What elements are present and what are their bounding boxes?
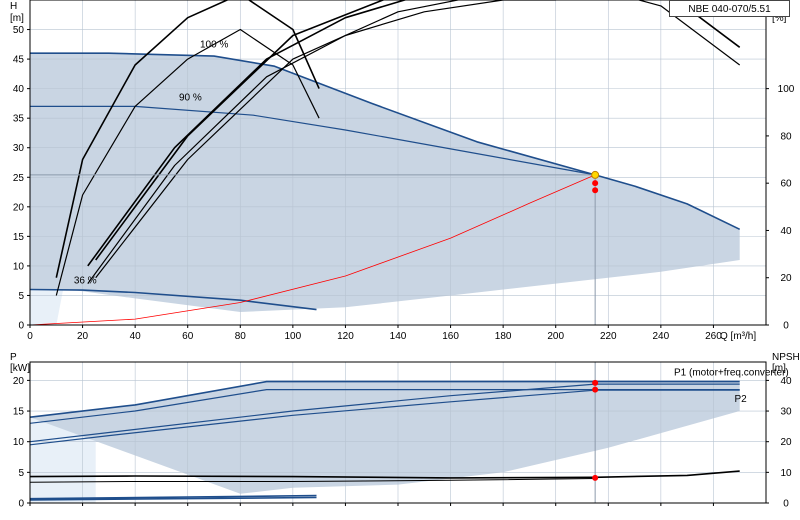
x-tick-label: 260 (705, 331, 722, 342)
y-tick-label: 50 (13, 25, 25, 36)
series-line-eta-90 (87, 0, 408, 267)
y2-tick-label: 80 (780, 131, 792, 142)
y2-tick-label: 100 (778, 84, 795, 95)
y-tick-label: 25 (13, 173, 25, 184)
x-tick-label: 180 (495, 331, 512, 342)
y-tick-label: 15 (13, 407, 25, 418)
x-tick-label: 60 (182, 331, 194, 342)
y-tick-label: 0 (18, 321, 24, 332)
series-line-head-90 (30, 105, 596, 176)
y-tick-label: 0 (18, 499, 24, 510)
x-tick-label: 40 (130, 331, 142, 342)
series-line-NPSH (29, 470, 740, 479)
y2-tick-label: 60 (780, 179, 792, 190)
y2-axis-label: NPSH (772, 352, 800, 363)
y-tick-label: 10 (13, 261, 25, 272)
operating-region (30, 381, 740, 494)
y-tick-label: 5 (18, 468, 24, 479)
series-line-P-36 (29, 494, 317, 500)
x-tick-label: 0 (27, 331, 33, 342)
x-tick-label: 220 (600, 331, 617, 342)
y2-tick-label: 40 (780, 226, 792, 237)
x-tick-label: 100 (285, 331, 302, 342)
power-marker (592, 386, 599, 393)
y-axis-label: H (10, 1, 17, 12)
y2-tick-label: 0 (783, 499, 789, 510)
efficiency-marker (592, 180, 599, 187)
y-tick-label: 5 (18, 291, 24, 302)
y-tick-label: 15 (13, 232, 25, 243)
series-line-P1-100 (29, 380, 740, 418)
y-tick-label: 10 (13, 437, 25, 448)
x-tick-label: 240 (653, 331, 670, 342)
x-tick-label: 20 (77, 331, 89, 342)
efficiency-marker (592, 187, 599, 194)
x-tick-label: 140 (390, 331, 407, 342)
y2-tick-label: 10 (780, 468, 792, 479)
y2-axis-unit: [%] (772, 13, 787, 24)
y-axis-unit: [kW] (10, 363, 30, 374)
curve-annotation: 90 % (179, 92, 202, 103)
curve-annotation: 36 % (74, 276, 97, 287)
series-line-head-100 (30, 52, 741, 231)
series-label: P1 (motor+freq.converter) (674, 367, 789, 378)
y2-tick-label: 20 (780, 273, 792, 284)
series-line-NPSH-b (29, 478, 596, 483)
y2-tick-label: 20 (780, 437, 792, 448)
x-axis-label: Q [m³/h] (720, 331, 756, 342)
y2-tick-label: 40 (780, 376, 792, 387)
x-tick-label: 80 (235, 331, 247, 342)
series-line-P2-90 (29, 389, 740, 446)
y2-tick-label: 0 (783, 321, 789, 332)
series-line-eta-90b (87, 0, 556, 284)
x-tick-label: 160 (442, 331, 459, 342)
power-marker (592, 474, 599, 481)
y-axis-unit: [m] (10, 13, 24, 24)
series-line-eta-36b (55, 28, 320, 296)
series-line-head-36 (29, 288, 317, 311)
duty-point (591, 170, 600, 179)
y-axis-label: P (10, 352, 17, 363)
series-label: P2 (734, 394, 747, 405)
y-tick-label: 20 (13, 376, 25, 387)
y-tick-label: 35 (13, 114, 25, 125)
curve-annotation: 100 % (200, 39, 228, 50)
series-line-P1-90 (29, 383, 740, 443)
y2-tick-label: 30 (780, 407, 792, 418)
y-tick-label: 20 (13, 202, 25, 213)
x-tick-label: 200 (547, 331, 564, 342)
x-tick-label: 120 (337, 331, 354, 342)
series-line-P-36b (29, 496, 317, 501)
y2-axis-unit: [m] (772, 363, 786, 374)
series-line-eta-100b (95, 0, 741, 279)
series-line-eta-36 (55, 0, 320, 278)
model-label: NBE 040-070/5.51 (669, 0, 790, 17)
y-tick-label: 40 (13, 84, 25, 95)
series-line-system (29, 174, 596, 326)
y-tick-label: 30 (13, 143, 25, 154)
y-tick-label: 45 (13, 55, 25, 66)
power-marker (592, 379, 599, 386)
